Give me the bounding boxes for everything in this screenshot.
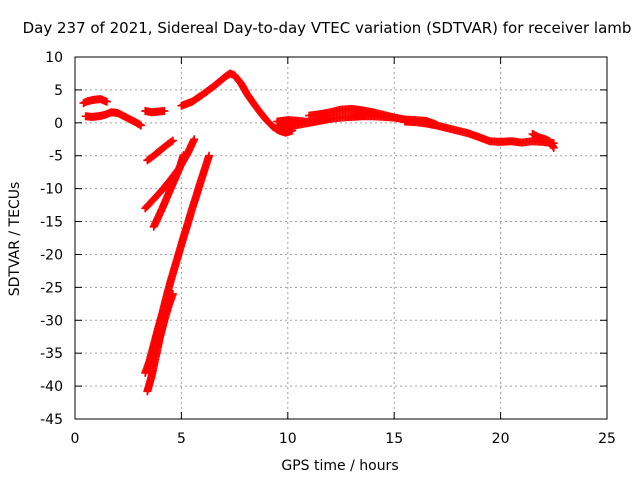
y-tick-labels: 10 5 0 -5 -10 -15 -20 -25 -30 -35 -40 -45 <box>40 50 63 428</box>
data-point <box>190 135 199 144</box>
y-tick-label: -10 <box>40 182 63 198</box>
y-tick-label: -20 <box>40 247 63 263</box>
data-point <box>136 121 145 130</box>
y-tick-label: -15 <box>40 215 63 231</box>
y-tick-label: 10 <box>45 50 63 66</box>
y-tick-label: -5 <box>49 149 63 165</box>
data-points <box>79 69 558 396</box>
x-tick-label: 0 <box>71 431 80 447</box>
y-tick-label: -40 <box>40 379 63 395</box>
series-arc-8 <box>143 289 177 396</box>
x-tick-labels: 0 5 10 15 20 25 <box>71 431 616 447</box>
chart-title: Day 237 of 2021, Sidereal Day-to-day VTE… <box>23 19 632 37</box>
data-point <box>549 143 558 152</box>
series-arc-6 <box>149 151 188 231</box>
x-tick-label: 5 <box>177 431 186 447</box>
y-tick-label: -30 <box>40 313 63 329</box>
series-arc-2 <box>81 108 145 130</box>
x-tick-label: 25 <box>598 431 616 447</box>
data-point <box>160 106 169 115</box>
plot-frame <box>74 56 608 420</box>
series-arc-4 <box>143 136 177 165</box>
y-tick-label: -35 <box>40 346 63 362</box>
series-arc-1 <box>79 95 111 108</box>
data-point <box>205 151 214 160</box>
data-point <box>548 142 557 151</box>
data-point <box>168 289 177 298</box>
data-point <box>102 97 111 106</box>
series-arc-3 <box>141 106 169 117</box>
data-point <box>179 151 188 160</box>
y-tick-label: -25 <box>40 280 63 296</box>
y-tick-label: 5 <box>54 83 63 99</box>
series-arc-13 <box>400 117 558 148</box>
series-arc-12 <box>273 116 314 127</box>
x-tick-label: 20 <box>492 431 510 447</box>
series-arc-14 <box>528 130 558 152</box>
data-point <box>305 118 314 127</box>
x-axis-label: GPS time / hours <box>281 458 398 474</box>
x-tick-label: 10 <box>279 431 297 447</box>
x-tick-label: 15 <box>385 431 403 447</box>
y-tick-label: 0 <box>54 116 63 132</box>
y-axis-label: SDTVAR / TECUs <box>7 182 23 297</box>
data-point <box>167 137 176 146</box>
series-arc-9 <box>177 69 297 137</box>
series-arc-7 <box>141 151 214 377</box>
y-tick-label: -45 <box>40 412 63 428</box>
data-point <box>168 136 177 145</box>
